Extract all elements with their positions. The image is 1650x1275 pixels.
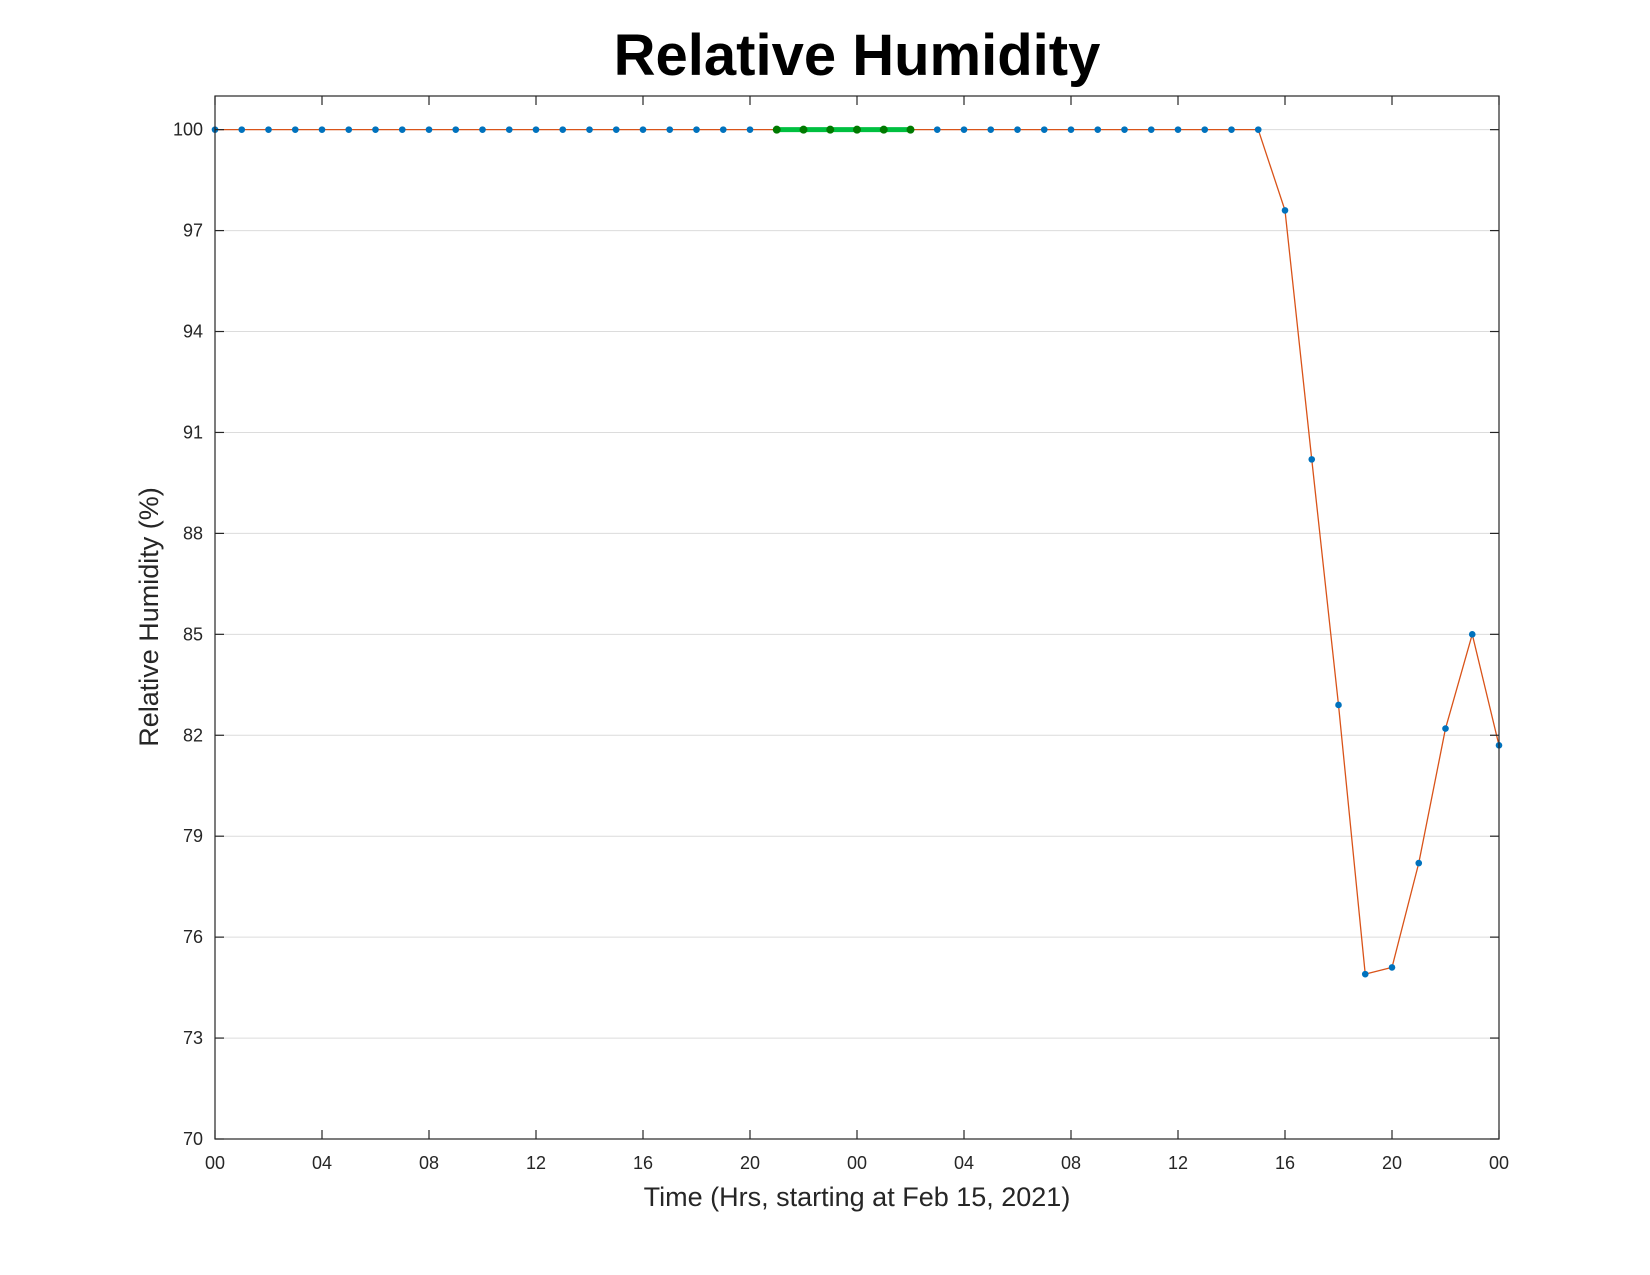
x-tick-label: 04 xyxy=(312,1153,332,1173)
y-tick-label: 85 xyxy=(183,624,203,644)
data-point xyxy=(879,125,888,134)
data-point xyxy=(425,126,433,133)
y-tick-label: 73 xyxy=(183,1028,203,1048)
data-point xyxy=(265,126,272,133)
x-tick-label: 16 xyxy=(1275,1153,1295,1173)
data-point xyxy=(586,126,593,133)
x-tick-labels: 00 04 08 12 16 20 00 04 08 12 16 20 00 xyxy=(205,1153,1509,1173)
data-point xyxy=(1442,725,1449,732)
data-point xyxy=(1388,964,1396,971)
y-tick-label: 70 xyxy=(183,1129,203,1149)
x-tick-label: 20 xyxy=(740,1153,760,1173)
data-point xyxy=(960,126,968,133)
data-point xyxy=(559,126,567,133)
data-point xyxy=(1094,126,1102,133)
y-tick-labels: 70 73 76 79 82 85 88 91 94 97 100 xyxy=(173,120,203,1149)
data-point xyxy=(452,126,460,133)
data-point xyxy=(1121,126,1128,133)
data-point xyxy=(479,126,486,133)
series-line-0 xyxy=(215,128,1500,975)
data-point xyxy=(398,126,406,133)
x-tick-label: 12 xyxy=(526,1153,546,1173)
data-point xyxy=(1361,970,1369,978)
data-point xyxy=(719,126,727,133)
data-point xyxy=(372,126,379,133)
data-point xyxy=(1335,701,1342,709)
data-point xyxy=(987,126,995,133)
x-tick-label: 00 xyxy=(205,1153,225,1173)
x-tick-label: 20 xyxy=(1382,1153,1402,1173)
y-tick-label: 88 xyxy=(183,523,203,543)
data-point xyxy=(906,125,915,134)
data-point xyxy=(1228,126,1235,133)
data-point xyxy=(1201,126,1209,133)
y-tick-label: 94 xyxy=(183,322,203,342)
grid-lines xyxy=(215,129,1499,1039)
data-point xyxy=(826,125,835,134)
data-point xyxy=(291,126,299,133)
y-tick-label: 97 xyxy=(183,221,203,241)
x-axis-label: Time (Hrs, starting at Feb 15, 2021) xyxy=(644,1182,1071,1212)
y-tick-label: 91 xyxy=(183,422,203,442)
chart-title: Relative Humidity xyxy=(614,23,1101,88)
data-point xyxy=(1147,126,1155,133)
data-point xyxy=(612,126,620,133)
data-point xyxy=(1174,126,1182,133)
data-point xyxy=(532,126,540,133)
data-point xyxy=(1308,456,1316,463)
y-tick-label: 100 xyxy=(173,120,203,140)
data-point xyxy=(772,125,781,134)
data-point xyxy=(505,126,513,133)
plot-frame xyxy=(214,95,1500,1140)
data-point xyxy=(639,126,647,133)
data-point xyxy=(318,126,326,133)
x-tick-label: 16 xyxy=(633,1153,653,1173)
axis-ticks xyxy=(214,96,1500,1140)
data-point xyxy=(693,126,700,133)
x-tick-label: 00 xyxy=(847,1153,867,1173)
x-tick-label: 12 xyxy=(1168,1153,1188,1173)
data-point xyxy=(933,126,941,133)
data-point xyxy=(746,126,754,133)
x-tick-label: 08 xyxy=(419,1153,439,1173)
x-tick-label: 00 xyxy=(1489,1153,1509,1173)
data-point xyxy=(853,125,861,134)
y-tick-label: 79 xyxy=(183,826,203,846)
data-point xyxy=(799,125,808,134)
data-point xyxy=(1014,126,1021,133)
data-point xyxy=(1281,207,1289,214)
series-layer xyxy=(211,125,1503,978)
data-point xyxy=(1254,126,1262,133)
y-axis-label: Relative Humidity (%) xyxy=(134,487,164,747)
x-tick-label: 04 xyxy=(954,1153,974,1173)
data-point xyxy=(1415,859,1423,867)
data-point xyxy=(345,126,353,133)
data-point xyxy=(1067,126,1075,133)
data-point xyxy=(238,126,246,133)
x-tick-label: 08 xyxy=(1061,1153,1081,1173)
data-point xyxy=(666,126,674,133)
y-tick-label: 82 xyxy=(183,725,203,745)
data-point xyxy=(1040,126,1048,133)
y-tick-label: 76 xyxy=(183,927,203,947)
data-point xyxy=(1468,631,1476,638)
